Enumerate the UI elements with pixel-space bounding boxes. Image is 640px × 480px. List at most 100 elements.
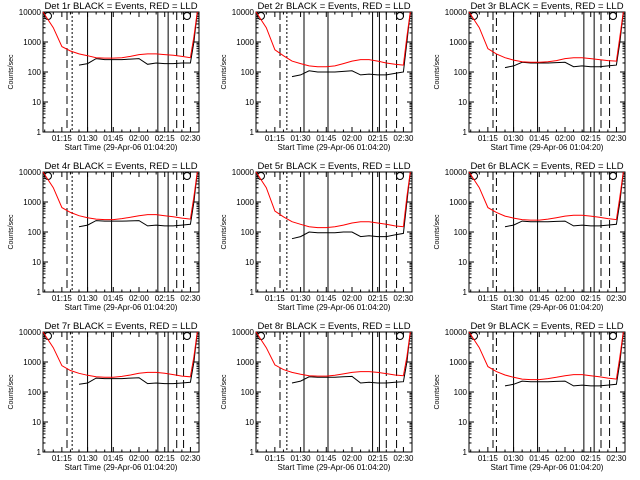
x-tick-label: 01:30 [291, 454, 312, 463]
panel-title: Det 4r BLACK = Events, RED = LLD [44, 161, 197, 172]
y-axis-label: Counts/sec [434, 54, 441, 90]
y-tick-label: 10000 [445, 168, 468, 177]
series-line-lld [255, 11, 411, 68]
panel-det-5: Det 5r BLACK = Events, RED = LLD 1 10 100 10… [221, 161, 414, 312]
y-tick-label: 1000 [449, 38, 467, 47]
series-line-events [504, 331, 624, 387]
panel-title: Det 7r BLACK = Events, RED = LLD [44, 321, 197, 332]
panel-det-3: Det 3r BLACK = Events, RED = LLD 1 10 100 10… [434, 1, 627, 152]
x-tick-label: 02:00 [129, 454, 150, 463]
x-axis-label: Start Time (29-Apr-06 01:04:20) [278, 303, 391, 312]
y-tick-label: 10000 [232, 168, 255, 177]
corner-marker-right [396, 172, 404, 180]
corner-marker-right [609, 12, 617, 20]
x-tick-label: 01:15 [52, 454, 73, 463]
x-tick-label: 02:30 [606, 294, 627, 303]
y-tick-label: 1 [250, 128, 255, 137]
series-line-lld [42, 331, 198, 378]
y-axis-label: Counts/sec [434, 214, 441, 250]
y-tick-label: 10000 [19, 168, 42, 177]
y-tick-label: 10 [458, 258, 467, 267]
y-tick-label: 1 [37, 288, 42, 297]
x-axis-label: Start Time (29-Apr-06 01:04:20) [65, 303, 178, 312]
y-tick-label: 1000 [449, 358, 467, 367]
y-tick-label: 1 [463, 288, 468, 297]
y-tick-label: 1 [463, 128, 468, 137]
series-line-events [504, 171, 624, 228]
x-tick-label: 01:30 [504, 134, 525, 143]
x-tick-label: 02:30 [180, 294, 201, 303]
y-tick-label: 100 [28, 68, 42, 77]
plot-frame [255, 171, 413, 293]
x-tick-label: 01:45 [529, 294, 550, 303]
series-line-lld [468, 11, 624, 63]
panel-det-1: Det 1r BLACK = Events, RED = LLD 1 10 100 10… [8, 1, 201, 152]
y-axis-label: Counts/sec [8, 374, 15, 410]
panel-title: Det 2r BLACK = Events, RED = LLD [257, 1, 410, 12]
y-tick-label: 1000 [449, 198, 467, 207]
series-line-events [78, 11, 198, 66]
series-line-events [78, 171, 198, 228]
y-tick-label: 1000 [236, 198, 254, 207]
corner-marker-right [396, 12, 404, 20]
x-tick-label: 01:15 [265, 134, 286, 143]
corner-marker-right [183, 332, 191, 340]
x-tick-label: 02:30 [393, 134, 414, 143]
corner-marker-right [183, 12, 191, 20]
x-tick-label: 01:30 [504, 294, 525, 303]
y-tick-label: 1000 [23, 38, 41, 47]
x-tick-label: 02:15 [155, 294, 176, 303]
panel-det-8: Det 8r BLACK = Events, RED = LLD 1 10 100 10… [221, 321, 414, 472]
corner-marker-right [609, 172, 617, 180]
y-axis-label: Counts/sec [221, 214, 228, 250]
series-line-events [504, 11, 624, 69]
x-tick-label: 01:45 [529, 454, 550, 463]
x-axis-label: Start Time (29-Apr-06 01:04:20) [65, 463, 178, 472]
y-axis-label: Counts/sec [221, 54, 228, 90]
y-tick-label: 1 [463, 448, 468, 457]
corner-marker-right [609, 332, 617, 340]
x-tick-label: 01:45 [316, 134, 337, 143]
x-tick-label: 01:45 [529, 134, 550, 143]
corner-marker-right [183, 172, 191, 180]
y-tick-label: 10000 [445, 8, 468, 17]
x-tick-label: 01:15 [265, 294, 286, 303]
y-tick-label: 100 [28, 388, 42, 397]
y-tick-label: 10 [32, 418, 41, 427]
y-tick-label: 1000 [236, 38, 254, 47]
x-tick-label: 01:15 [478, 454, 499, 463]
panel-title: Det 1r BLACK = Events, RED = LLD [44, 1, 197, 12]
y-tick-label: 1 [250, 448, 255, 457]
y-tick-label: 100 [454, 68, 468, 77]
y-tick-label: 1000 [23, 198, 41, 207]
x-tick-label: 01:45 [316, 294, 337, 303]
y-tick-label: 10 [32, 258, 41, 267]
x-tick-label: 02:30 [393, 294, 414, 303]
panel-det-4: Det 4r BLACK = Events, RED = LLD 1 10 100 10… [8, 161, 201, 312]
y-tick-label: 10 [32, 98, 41, 107]
x-tick-label: 02:15 [155, 454, 176, 463]
x-tick-label: 01:15 [478, 294, 499, 303]
series-line-events [78, 331, 198, 385]
plot-frame [42, 171, 200, 293]
panel-det-9: Det 9r BLACK = Events, RED = LLD 1 10 100 10… [434, 321, 627, 472]
plot-frame [42, 331, 200, 453]
x-tick-label: 01:30 [291, 134, 312, 143]
x-tick-label: 02:30 [393, 454, 414, 463]
y-tick-label: 1000 [236, 358, 254, 367]
series-line-lld [255, 331, 411, 377]
y-tick-label: 1 [37, 448, 42, 457]
x-axis-label: Start Time (29-Apr-06 01:04:20) [278, 463, 391, 472]
x-axis-label: Start Time (29-Apr-06 01:04:20) [278, 143, 391, 152]
plot-frame [468, 331, 626, 453]
x-axis-label: Start Time (29-Apr-06 01:04:20) [65, 143, 178, 152]
y-tick-label: 100 [241, 228, 255, 237]
panel-title: Det 8r BLACK = Events, RED = LLD [257, 321, 410, 332]
y-tick-label: 100 [454, 388, 468, 397]
x-tick-label: 01:30 [504, 454, 525, 463]
x-tick-label: 02:15 [581, 294, 602, 303]
series-line-events [291, 331, 411, 384]
x-tick-label: 01:45 [103, 294, 124, 303]
y-tick-label: 1000 [23, 358, 41, 367]
